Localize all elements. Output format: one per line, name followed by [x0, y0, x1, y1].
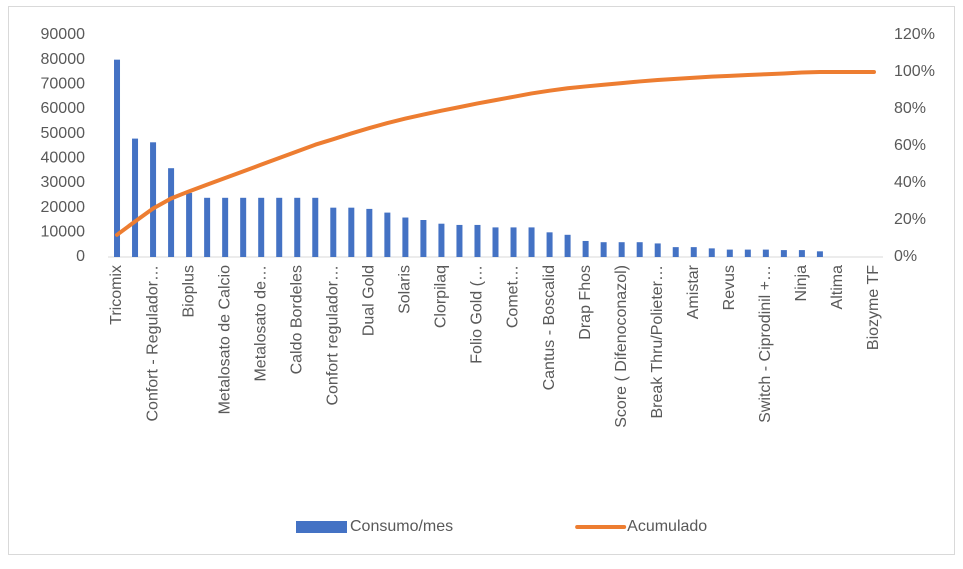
y-tick-label: 80000: [41, 51, 86, 68]
bar: [186, 192, 193, 257]
bar: [438, 223, 445, 257]
legend-label: Acumulado: [627, 518, 707, 535]
y-tick-label: 50000: [41, 125, 86, 142]
bar: [420, 220, 427, 257]
bar: [240, 197, 247, 257]
x-tick-label: Cantus - Boscalid: [541, 265, 558, 390]
legend-swatch: [296, 521, 347, 533]
bar: [258, 197, 265, 257]
bar: [798, 250, 805, 257]
x-tick-label: Metalosato de Calcio: [216, 265, 233, 415]
bar: [762, 249, 769, 257]
bar: [654, 243, 661, 257]
bar: [384, 212, 391, 257]
bar: [348, 207, 355, 257]
bar: [294, 197, 301, 257]
y2-tick-label: 40%: [894, 174, 926, 191]
x-tick-label: Tricomix: [108, 265, 125, 325]
chart-border: [8, 6, 955, 555]
x-tick-label: Metalosato de…: [252, 265, 269, 382]
bar: [402, 217, 409, 257]
y-tick-label: 40000: [41, 150, 86, 167]
bar: [150, 142, 157, 257]
bar: [546, 232, 553, 257]
y2-tick-label: 60%: [894, 137, 926, 154]
bar: [510, 227, 517, 257]
x-tick-label: Break Thru/Polieter…: [649, 265, 666, 419]
cumulative-line: [115, 70, 876, 237]
x-tick-label: Clorpilaq: [433, 265, 450, 328]
bar: [456, 224, 463, 257]
y-tick-label: 60000: [41, 100, 86, 117]
x-tick-label: Ninja: [793, 265, 810, 302]
bar: [132, 138, 139, 257]
bar: [600, 242, 607, 257]
bar: [528, 227, 535, 257]
x-tick-label: Caldo Bordeles: [288, 265, 305, 374]
bar: [708, 248, 715, 257]
x-tick-label: Confort regulador…: [325, 265, 342, 406]
bar: [672, 247, 679, 257]
bar: [168, 168, 175, 257]
x-tick-label: Folio Gold (…: [469, 265, 486, 364]
x-tick-label: Comet…: [505, 265, 522, 328]
bar: [564, 234, 571, 257]
bar: [312, 197, 319, 257]
bar: [114, 59, 121, 257]
bar: [330, 207, 337, 257]
bar: [474, 224, 481, 257]
bar: [744, 249, 751, 257]
y2-tick-label: 100%: [894, 63, 935, 80]
y2-tick-label: 80%: [894, 100, 926, 117]
bar: [204, 197, 211, 257]
legend-label: Consumo/mes: [350, 518, 453, 535]
x-tick-label: Score ( Difenoconazol): [613, 265, 630, 428]
bar: [582, 240, 589, 257]
y-tick-label: 20000: [41, 199, 86, 216]
y-tick-label: 70000: [41, 76, 86, 93]
x-tick-label: Switch - Ciprodinil +…: [757, 265, 774, 423]
x-tick-label: Revus: [721, 265, 738, 310]
x-tick-label: Drap Fhos: [577, 265, 594, 340]
bar: [366, 208, 373, 257]
y2-tick-label: 120%: [894, 26, 935, 43]
bar: [618, 242, 625, 257]
y-tick-label: 90000: [41, 26, 86, 43]
x-tick-label: Bioplus: [180, 265, 197, 317]
bar: [222, 197, 229, 257]
bar: [492, 227, 499, 257]
y-tick-label: 10000: [41, 224, 86, 241]
x-tick-label: Biozyme TF: [865, 265, 882, 350]
y-tick-label: 0: [76, 248, 85, 265]
x-tick-label: Dual Gold: [361, 265, 378, 336]
bar: [816, 251, 823, 257]
x-tick-label: Solaris: [397, 265, 414, 314]
x-tick-label: Altima: [829, 265, 846, 310]
bar: [276, 197, 283, 257]
bar: [726, 249, 733, 257]
y2-tick-label: 0%: [894, 248, 917, 265]
bar: [780, 250, 787, 257]
bar: [636, 242, 643, 257]
x-tick-label: Confort - Regulador…: [144, 265, 161, 422]
x-tick-label: Amistar: [685, 264, 702, 319]
y-tick-label: 30000: [41, 174, 86, 191]
bar: [690, 247, 697, 257]
y2-tick-label: 20%: [894, 211, 926, 228]
